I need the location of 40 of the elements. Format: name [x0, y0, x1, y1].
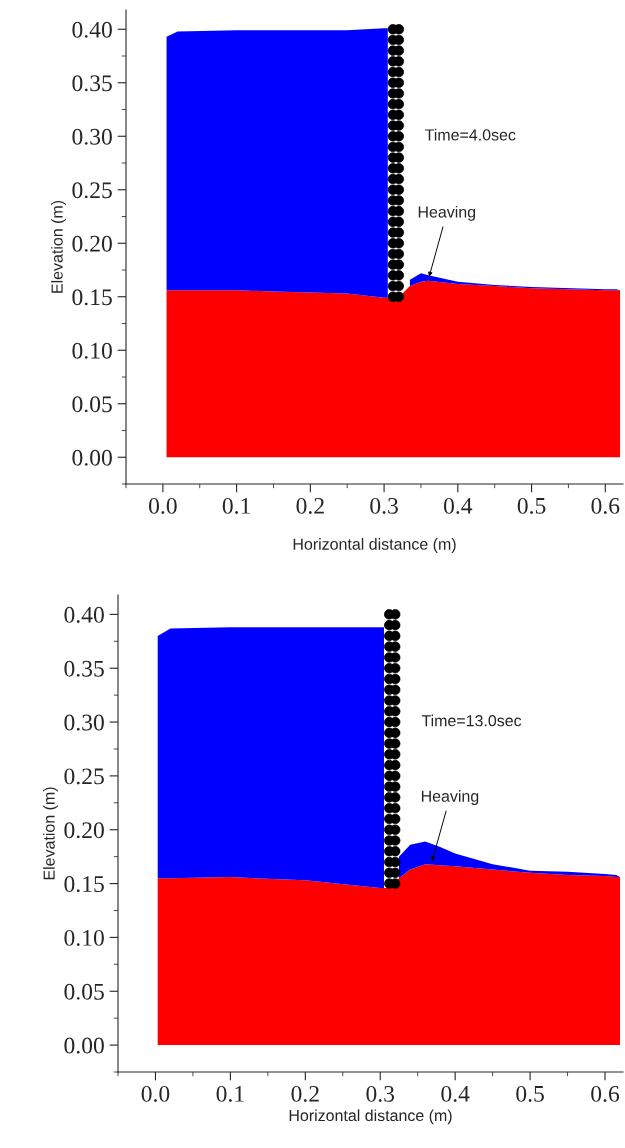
y-tick-label: 0.15	[64, 876, 104, 893]
y-tick-label: 0.00	[72, 449, 112, 466]
x-tick-label: 0.3	[370, 497, 398, 514]
y-tick-label: 0.25	[72, 182, 112, 199]
x-tick-label: 0.4	[443, 497, 473, 514]
y-tick-label: 0.05	[64, 983, 104, 1000]
y-tick-label: 0.35	[72, 75, 112, 92]
y-tick-label: 0.30	[64, 714, 104, 731]
y-tick-label: 0.30	[72, 128, 112, 145]
x-tick-label: 0.6	[591, 497, 620, 514]
x-tick-label: 0.3	[366, 1085, 395, 1102]
y-tick-label: 0.20	[64, 822, 104, 839]
annotation: Heaving	[418, 205, 476, 221]
x-tick-label: 0.1	[222, 497, 250, 514]
x-tick-label: 0.4	[441, 1085, 470, 1102]
x-tick-label: 0.5	[517, 497, 546, 514]
y-tick-label: 0.10	[64, 929, 104, 946]
y-tick-label: 0.10	[72, 342, 112, 359]
x-axis-title: Horizontal distance (m)	[293, 538, 456, 553]
y-tick-label: 0.20	[72, 235, 112, 252]
annotation: Heaving	[421, 790, 479, 805]
annotation: Time=4.0sec	[425, 128, 516, 141]
x-tick-label: 0.2	[291, 1085, 319, 1102]
x-axis-title: Horizontal distance (m)	[289, 1109, 452, 1125]
y-tick-label: 0.00	[64, 1037, 104, 1054]
x-tick-label: 0.1	[216, 1085, 244, 1102]
x-tick-label: 0.2	[296, 497, 324, 514]
y-axis-title: Elevation (m)	[43, 787, 58, 880]
y-tick-label: 0.40	[64, 606, 104, 623]
y-tick-label: 0.05	[72, 396, 112, 413]
y-axis-title: Elevation (m)	[51, 200, 66, 293]
annotation: Time=13.0sec	[421, 714, 522, 727]
x-tick-label: 0.0	[149, 497, 177, 514]
y-tick-label: 0.25	[64, 768, 104, 785]
y-tick-label: 0.40	[72, 21, 112, 38]
x-tick-label: 0.5	[516, 1085, 544, 1102]
y-tick-label: 0.35	[64, 660, 104, 677]
x-tick-label: 0.0	[141, 1085, 170, 1102]
x-tick-label: 0.6	[591, 1085, 620, 1102]
y-tick-label: 0.15	[72, 289, 112, 306]
